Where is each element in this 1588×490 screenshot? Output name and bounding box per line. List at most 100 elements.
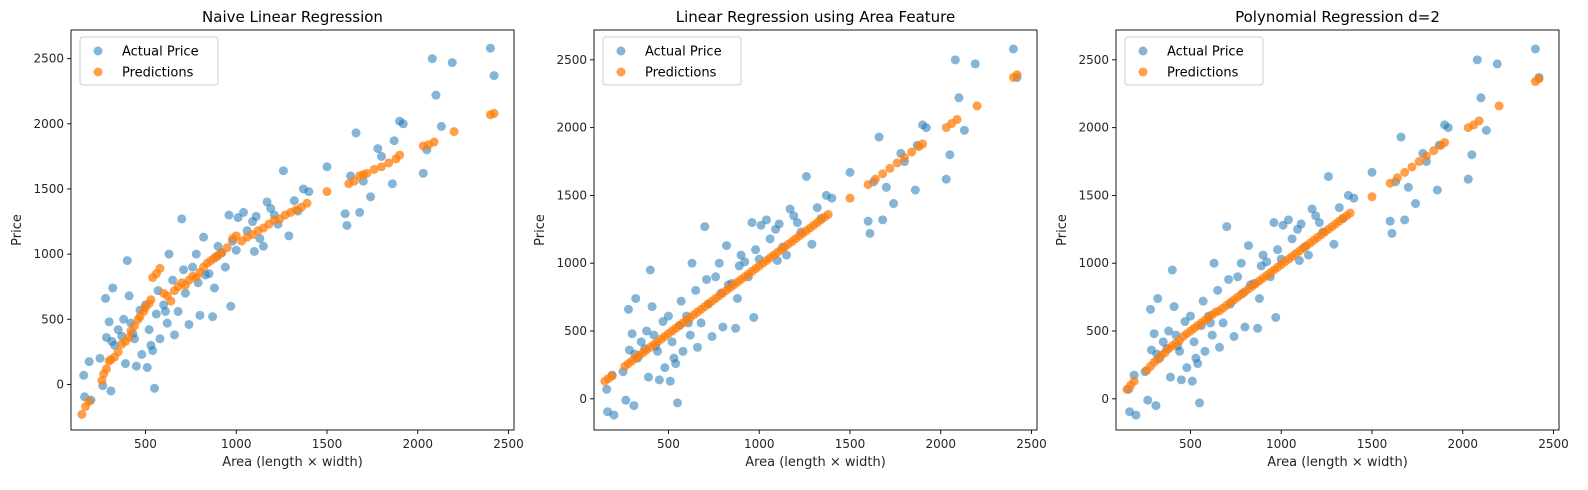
data-point — [687, 258, 697, 268]
data-point — [95, 353, 105, 363]
data-point — [692, 342, 702, 352]
plot-frame — [1115, 29, 1560, 431]
data-point — [1273, 245, 1283, 255]
data-point — [289, 196, 299, 206]
data-point — [941, 174, 951, 184]
data-point — [84, 357, 94, 367]
data-point — [1334, 203, 1344, 213]
data-point — [1396, 132, 1406, 142]
data-point — [711, 272, 721, 282]
data-point — [807, 239, 817, 249]
data-point — [667, 337, 677, 347]
data-point — [177, 214, 187, 224]
x-tick-label: 2000 — [403, 437, 434, 451]
data-point — [1440, 138, 1450, 148]
data-point — [1254, 293, 1264, 303]
data-point — [1323, 171, 1333, 181]
data-point — [732, 293, 742, 303]
y-tick-label: 2000 — [1078, 121, 1109, 135]
y-tick-label: 1500 — [1078, 188, 1109, 202]
data-point — [427, 54, 437, 64]
legend-marker — [616, 46, 626, 56]
data-point — [1153, 293, 1163, 303]
data-point — [1175, 346, 1185, 356]
data-point — [204, 269, 214, 279]
data-point — [1403, 182, 1413, 192]
legend: Actual Price Predictions — [1124, 36, 1264, 86]
data-point — [1314, 218, 1324, 228]
data-point — [678, 346, 688, 356]
data-point — [376, 162, 386, 172]
y-tick-label: 1500 — [33, 182, 64, 196]
chart-panel-2: Linear Regression using Area Feature 500 1… — [533, 8, 1047, 470]
data-point — [696, 318, 706, 328]
y-axis-label: Price — [10, 214, 25, 246]
data-point — [1296, 219, 1306, 229]
data-point — [1195, 398, 1205, 408]
data-point — [1400, 167, 1410, 177]
chart-panel-1: Naive Linear Regression 500 1000 1500 2000 25… — [10, 8, 524, 470]
data-point — [222, 243, 232, 253]
data-point — [801, 171, 811, 181]
legend-label: Actual Price — [1167, 45, 1244, 60]
data-point — [1474, 116, 1484, 126]
data-point — [226, 301, 236, 311]
data-point — [731, 323, 741, 333]
data-point — [220, 262, 230, 272]
data-point — [645, 265, 655, 275]
y-tick-label: 1000 — [33, 247, 64, 261]
data-point — [658, 317, 668, 327]
data-point — [366, 192, 376, 202]
data-point — [1278, 220, 1288, 230]
data-point — [155, 263, 165, 273]
x-tick-label: 2500 — [1538, 437, 1569, 451]
data-point — [231, 245, 241, 255]
data-point — [238, 207, 248, 217]
data-point — [823, 209, 833, 219]
data-point — [722, 241, 732, 251]
data-point — [1494, 101, 1504, 111]
data-point — [1207, 330, 1217, 340]
legend-label: Actual Price — [122, 45, 199, 60]
data-point — [892, 158, 902, 168]
data-point — [77, 409, 87, 419]
series-actual-price — [1124, 44, 1544, 420]
data-point — [740, 257, 750, 267]
x-tick-label: 500 — [657, 437, 680, 451]
data-point — [342, 220, 352, 230]
data-point — [1224, 274, 1234, 284]
y-tick-label: 1000 — [556, 256, 587, 270]
data-point — [1008, 44, 1018, 54]
data-point — [714, 258, 724, 268]
data-point — [921, 123, 931, 133]
data-point — [756, 220, 766, 230]
data-point — [168, 275, 178, 285]
data-point — [1253, 323, 1263, 333]
data-point — [863, 180, 873, 190]
data-point — [907, 147, 917, 157]
chart-title: Polynomial Regression d=2 — [1235, 8, 1440, 26]
data-point — [707, 331, 717, 341]
data-point — [1244, 241, 1254, 251]
chart-panel-3: Polynomial Regression d=2 500 1000 1500 2000… — [1055, 8, 1569, 470]
chart-title: Linear Regression using Area Feature — [676, 8, 955, 26]
legend-box — [602, 36, 742, 86]
y-tick-label: 500 — [41, 312, 64, 326]
x-tick-label: 2000 — [926, 437, 957, 451]
data-point — [146, 295, 156, 305]
data-point — [191, 249, 201, 259]
data-point — [418, 168, 428, 178]
data-point — [918, 139, 928, 149]
data-point — [166, 296, 176, 306]
data-point — [1472, 55, 1482, 65]
data-point — [1345, 208, 1355, 218]
data-point — [1443, 123, 1453, 133]
data-point — [278, 166, 288, 176]
legend-label: Actual Price — [645, 45, 722, 60]
data-point — [1303, 250, 1313, 260]
data-point — [1169, 302, 1179, 312]
data-point — [761, 215, 771, 225]
data-point — [104, 317, 114, 327]
data-point — [751, 245, 761, 255]
